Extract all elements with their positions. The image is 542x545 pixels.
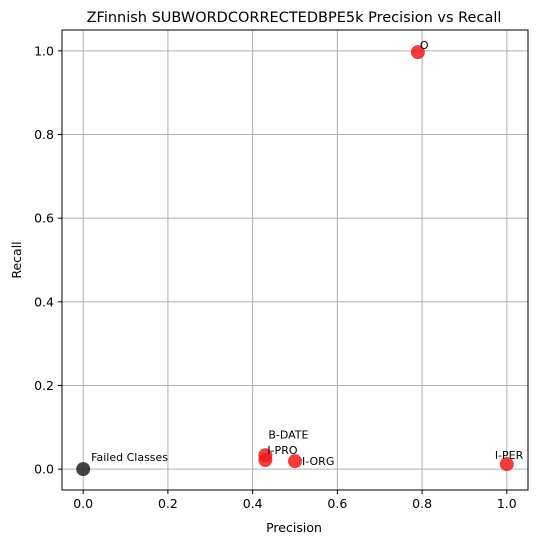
x-tick-label: 0.8 (412, 496, 432, 511)
data-point (410, 45, 425, 60)
chart-title: ZFinnish SUBWORDCORRECTEDBPE5k Precision… (87, 10, 502, 26)
point-label: O (420, 39, 429, 52)
data-labels: O B-DATE I-PRO I-ORG I-PER Failed Classes (91, 39, 523, 468)
x-tick-label: 0.0 (73, 496, 93, 511)
x-tick-label: 1.0 (497, 496, 517, 511)
y-tick-label: 0.2 (34, 378, 54, 393)
data-point (76, 462, 91, 477)
y-tick-label: 0.8 (34, 127, 54, 142)
x-tick-label: 0.6 (327, 496, 347, 511)
point-label: Failed Classes (91, 451, 168, 464)
data-point (258, 452, 273, 467)
x-tick-label: 0.4 (243, 496, 263, 511)
y-tick-label: 0.0 (34, 462, 54, 477)
data-points (76, 45, 514, 477)
data-point (288, 454, 302, 469)
point-label: I-PER (495, 449, 524, 462)
data-point (499, 457, 514, 472)
x-axis-label: Precision (266, 520, 322, 535)
point-label: B-DATE (268, 428, 308, 441)
axis-ticks: 0.0 0.2 0.4 0.6 0.8 1.0 0.0 0.2 0.4 0.6 0.8 1.0 (34, 43, 517, 511)
plot-area (61, 29, 529, 491)
y-tick-label: 1.0 (34, 43, 54, 58)
point-label: I-ORG (302, 455, 334, 468)
y-tick-label: 0.6 (34, 211, 54, 226)
grid (62, 30, 528, 490)
point-label: I-PRO (267, 444, 297, 457)
x-tick-label: 0.2 (158, 496, 178, 511)
y-tick-label: 0.4 (34, 294, 54, 309)
y-axis-label: Recall (9, 241, 24, 278)
